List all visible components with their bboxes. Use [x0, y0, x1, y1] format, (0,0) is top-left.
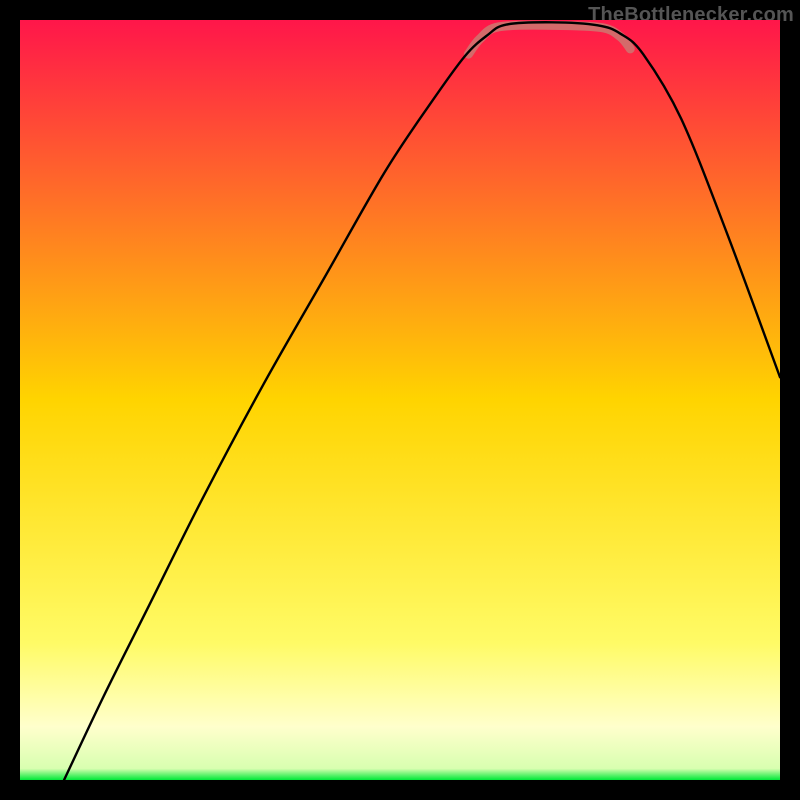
plot-area	[20, 20, 780, 780]
curve-layer	[20, 20, 780, 780]
bottleneck-chart: TheBottlenecker.com	[0, 0, 800, 800]
bottleneck-curve	[64, 22, 780, 780]
